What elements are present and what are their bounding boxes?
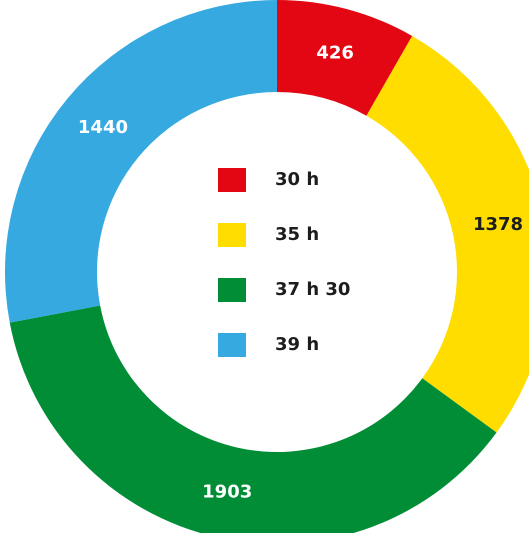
data-label: 1903 (202, 481, 252, 502)
data-label: 1378 (473, 214, 523, 235)
donut-segment (4, 0, 277, 323)
legend-label: 39 h (275, 334, 319, 355)
donut-segment (366, 35, 529, 433)
data-label: 426 (316, 43, 354, 64)
data-label: 1440 (78, 117, 128, 138)
legend-swatch (218, 333, 246, 357)
legend-swatch (218, 278, 246, 302)
legend-label: 37 h 30 (275, 279, 350, 300)
donut-segment (277, 0, 413, 116)
legend-label: 30 h (275, 169, 319, 190)
legend-swatch (218, 168, 246, 192)
legend-label: 35 h (275, 224, 319, 245)
legend-swatch (218, 223, 246, 247)
donut-segment (9, 305, 497, 533)
